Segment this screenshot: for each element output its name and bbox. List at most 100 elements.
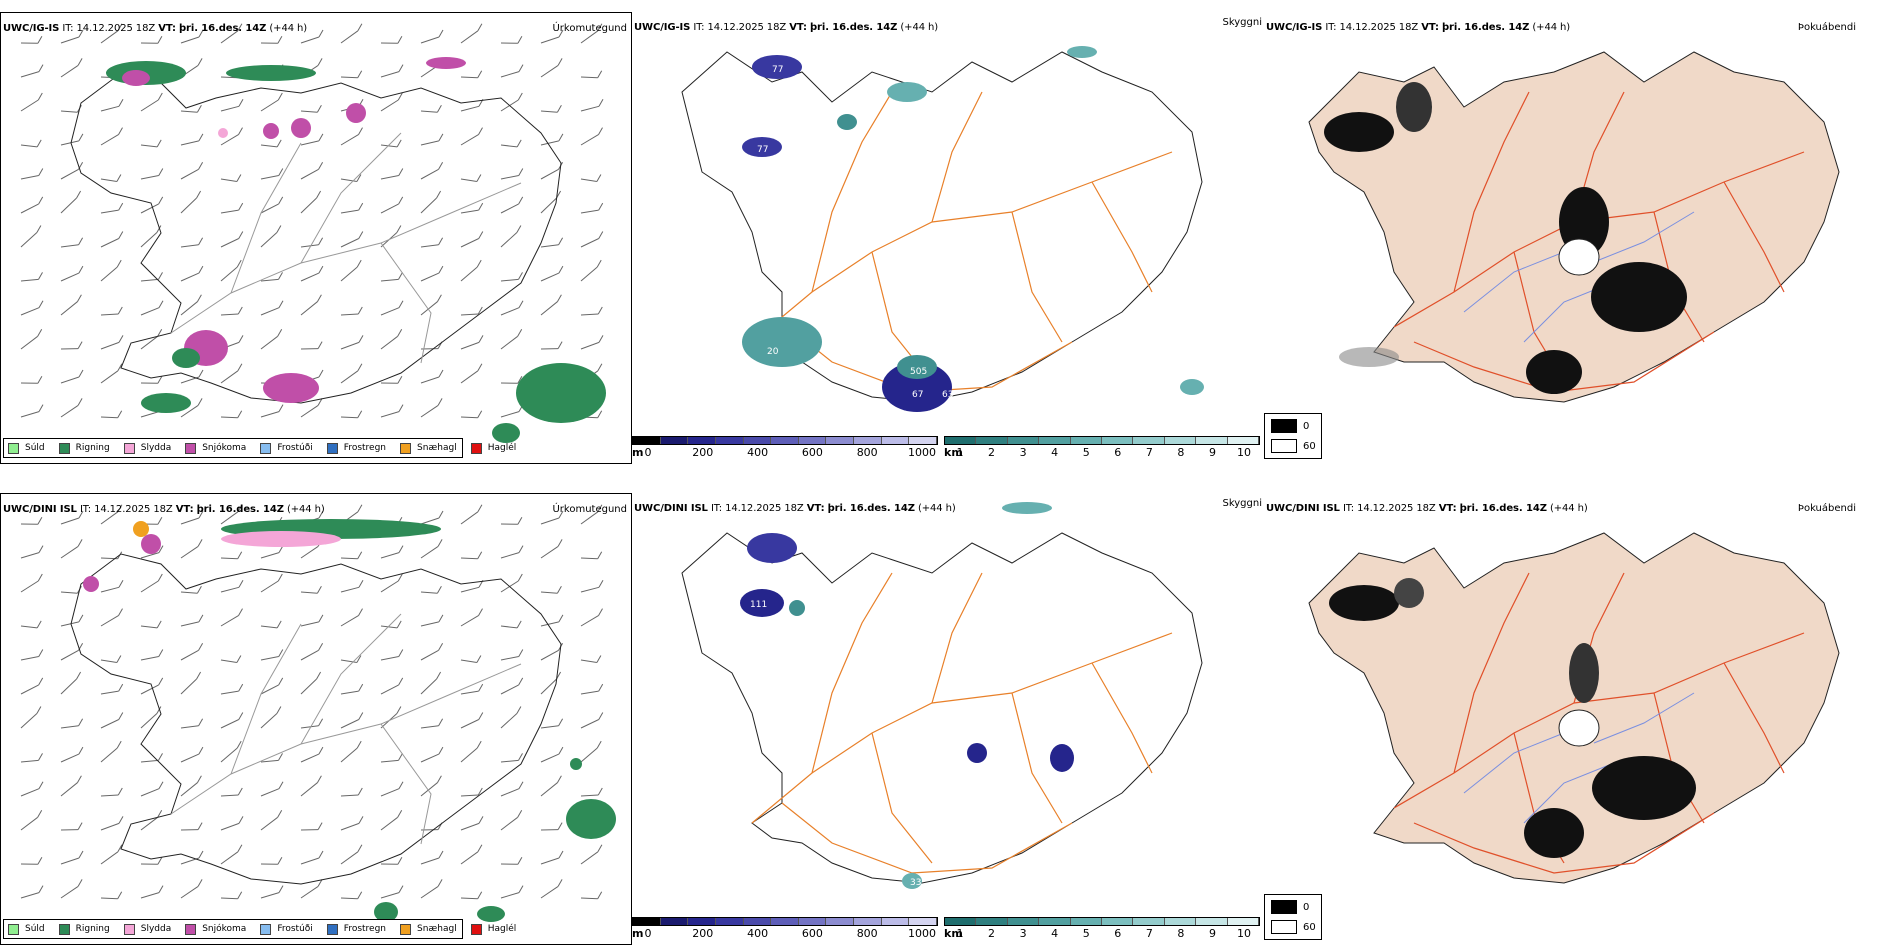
legend-swatch bbox=[326, 923, 338, 935]
wind-barb bbox=[380, 278, 399, 282]
wind-barb-flag bbox=[38, 300, 44, 308]
wind-barb bbox=[220, 178, 237, 182]
wind-barb bbox=[220, 615, 239, 627]
wind-barb bbox=[380, 99, 399, 112]
wind-barb-flag bbox=[438, 133, 444, 142]
wind-barb bbox=[100, 134, 119, 146]
wind-barb bbox=[60, 404, 79, 418]
panel-header: UWC/DINI ISL IT: 14.12.2025 18Z VT: þri.… bbox=[3, 504, 325, 515]
wind-barb bbox=[420, 36, 440, 44]
wind-barb-flag bbox=[398, 885, 404, 893]
wind-barb-flag bbox=[518, 272, 523, 280]
wind-barb-flag bbox=[398, 300, 404, 308]
colorbar-segment bbox=[798, 918, 827, 925]
panel-type-title: Úrkomutegund bbox=[552, 23, 627, 34]
wind-barb-flag bbox=[398, 404, 404, 412]
wind-barb bbox=[420, 649, 439, 661]
wind-barb-flag bbox=[77, 539, 83, 547]
wind-barb bbox=[100, 370, 119, 384]
wind-barb bbox=[260, 232, 278, 248]
legend-item: Snjókoma bbox=[185, 442, 246, 454]
wind-barb-flag bbox=[118, 608, 123, 616]
wind-barb bbox=[300, 753, 320, 763]
colorbar-segment bbox=[881, 437, 910, 444]
wind-barb bbox=[60, 36, 80, 44]
wind-barb bbox=[60, 64, 79, 78]
colorbar-segment bbox=[660, 918, 689, 925]
wind-barb-flag bbox=[278, 753, 283, 761]
wind-barb bbox=[20, 552, 40, 559]
wind-barb-flag bbox=[396, 706, 402, 714]
wind-barb-flag bbox=[198, 369, 204, 378]
wind-barb bbox=[140, 232, 158, 248]
wind-barb bbox=[420, 857, 440, 865]
colorbar-strip bbox=[632, 917, 938, 926]
wind-barb bbox=[20, 232, 38, 248]
legend-item: Slydda bbox=[123, 442, 171, 454]
wind-barb-flag bbox=[198, 510, 204, 519]
wind-barb bbox=[140, 759, 159, 763]
colorbar-segment bbox=[1070, 918, 1103, 925]
wind-barb-flag bbox=[158, 649, 164, 657]
colorbar-tick: 10 bbox=[1237, 446, 1251, 459]
wind-barb bbox=[420, 591, 438, 594]
wind-barb bbox=[500, 788, 520, 797]
wind-barb-flag bbox=[78, 133, 84, 142]
wind-barb-flag bbox=[278, 781, 284, 789]
wind-barb bbox=[20, 411, 40, 418]
wind-barb bbox=[380, 411, 400, 418]
wind-barb-flag bbox=[516, 225, 522, 233]
wind-barb bbox=[380, 656, 399, 661]
wind-barb-flag bbox=[596, 655, 602, 663]
wind-barb bbox=[20, 175, 39, 180]
wind-barb-flag bbox=[437, 398, 443, 406]
wind-barb bbox=[580, 615, 599, 627]
wind-barb bbox=[300, 272, 320, 282]
wind-barb-flag bbox=[278, 677, 284, 686]
wind-barb bbox=[500, 71, 520, 78]
colorbar-segment bbox=[771, 437, 799, 444]
wind-barb-flag bbox=[76, 671, 82, 680]
fog-white-swatch bbox=[1271, 439, 1297, 453]
wind-barb-flag bbox=[157, 92, 163, 101]
wind-barb-flag bbox=[438, 746, 444, 755]
wind-barb bbox=[340, 76, 358, 79]
wind-barb-flag bbox=[38, 168, 44, 176]
wind-barb-flag bbox=[478, 202, 484, 211]
wind-barb-flag bbox=[117, 504, 123, 513]
value-label: 63 bbox=[942, 390, 953, 400]
wind-barb-flag bbox=[236, 259, 242, 268]
wind-barb bbox=[500, 656, 519, 661]
wind-barb-flag bbox=[237, 363, 243, 372]
wind-barb bbox=[220, 238, 240, 248]
colorbar-segment bbox=[688, 437, 716, 444]
value-label: 111 bbox=[750, 600, 767, 610]
wind-barb-flag bbox=[198, 643, 204, 651]
wind-barb-flag bbox=[278, 300, 284, 308]
wind-barb-flag bbox=[558, 237, 564, 245]
wind-barb bbox=[580, 586, 600, 593]
colorbar-segment bbox=[633, 918, 661, 925]
wind-barb-flag bbox=[117, 844, 123, 853]
wind-barb-flag bbox=[118, 99, 124, 107]
wind-barb bbox=[580, 851, 599, 865]
wind-barb-flag bbox=[476, 174, 482, 182]
wind-barb-flag bbox=[196, 671, 202, 680]
wind-barb bbox=[340, 313, 359, 316]
wind-barb bbox=[300, 591, 318, 594]
wind-barb-flag bbox=[158, 677, 164, 686]
wind-barb-flag bbox=[117, 410, 123, 418]
wind-barb-flag bbox=[358, 816, 364, 824]
wind-barb bbox=[380, 759, 399, 763]
wind-barb-flag bbox=[357, 306, 363, 315]
vt-label: VT: bbox=[175, 504, 194, 515]
wind-barb-flag bbox=[478, 231, 484, 239]
wind-barb-flag bbox=[77, 58, 83, 66]
wind-barb-flag bbox=[36, 706, 42, 714]
wind-barb-flag bbox=[398, 753, 403, 761]
legend-swatch bbox=[400, 442, 412, 454]
wind-barb bbox=[100, 615, 119, 627]
ceiling-colorbar: m 0 200 400 600 800 1000 bbox=[632, 436, 942, 462]
wind-barb bbox=[100, 897, 118, 900]
wind-barb bbox=[260, 816, 279, 831]
